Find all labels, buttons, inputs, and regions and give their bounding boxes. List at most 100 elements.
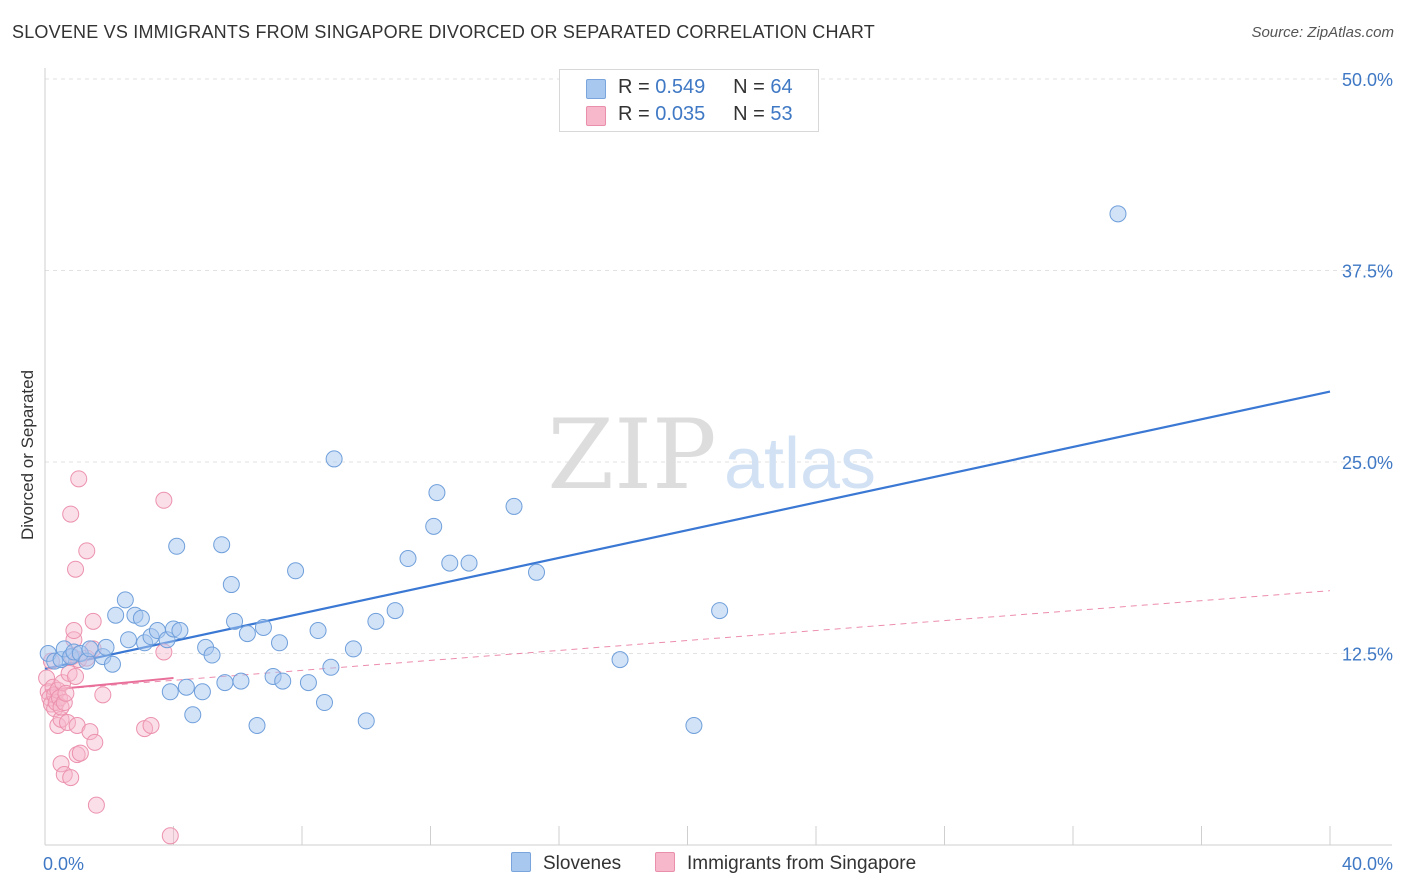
bottom-legend-slovenes: Slovenes (511, 852, 621, 875)
y-tick-label: 37.5% (1342, 262, 1393, 282)
points-slovenes (39, 205, 1127, 735)
data-point-slovenes (222, 576, 240, 594)
data-point-slovenes (528, 563, 546, 581)
data-point-singapore (62, 505, 80, 523)
trend-line-singapore-extended (44, 590, 1331, 691)
data-point-slovenes (344, 640, 362, 658)
data-point-slovenes (711, 602, 729, 620)
data-point-singapore (78, 542, 96, 560)
data-point-singapore (84, 612, 102, 630)
data-point-slovenes (322, 658, 340, 676)
data-point-slovenes (248, 717, 266, 735)
legend-n-label: N = (733, 76, 765, 98)
data-point-slovenes (367, 612, 385, 630)
data-point-slovenes (132, 609, 150, 627)
legend-swatch-slovenes (586, 79, 606, 99)
legend-r-value-slovenes: 0.549 (655, 76, 706, 98)
watermark: ZIP atlas (547, 399, 876, 511)
bottom-legend-singapore: Immigrants from Singapore (655, 852, 916, 875)
legend-r-label: R = (618, 103, 650, 125)
data-point-slovenes (213, 536, 231, 554)
data-point-singapore (65, 622, 83, 640)
data-point-slovenes (103, 655, 121, 673)
data-point-slovenes (116, 591, 134, 609)
data-point-singapore (38, 669, 56, 687)
data-point-slovenes (425, 517, 443, 535)
data-point-slovenes (171, 622, 189, 640)
data-point-slovenes (193, 683, 211, 701)
data-point-singapore (70, 470, 88, 488)
data-point-slovenes (168, 537, 186, 555)
data-point-slovenes (1109, 205, 1127, 223)
data-point-slovenes (97, 638, 115, 656)
data-point-slovenes (120, 631, 138, 649)
data-point-singapore (155, 491, 173, 509)
data-point-slovenes (428, 484, 446, 502)
bottom-legend-label-singapore: Immigrants from Singapore (687, 853, 917, 874)
chart-title: SLOVENE VS IMMIGRANTS FROM SINGAPORE DIV… (12, 22, 875, 42)
data-point-singapore (62, 769, 80, 787)
data-point-slovenes (254, 618, 272, 636)
data-point-singapore (86, 733, 104, 751)
data-point-singapore (142, 717, 160, 735)
data-point-singapore (46, 700, 64, 718)
data-point-slovenes (274, 672, 292, 690)
data-point-slovenes (203, 646, 221, 664)
data-point-singapore (71, 744, 89, 762)
data-point-singapore (81, 723, 99, 741)
data-point-slovenes (271, 634, 289, 652)
x-tick-label-min: 0.0% (43, 854, 84, 874)
data-point-singapore (67, 667, 85, 685)
axis-layer (44, 68, 1392, 846)
y-tick-label: 12.5% (1342, 645, 1393, 665)
data-point-slovenes (238, 625, 256, 643)
legend-n-value-slovenes: 64 (770, 76, 793, 98)
grid-layer (45, 78, 1392, 654)
data-point-slovenes (386, 602, 404, 620)
data-point-singapore (58, 713, 76, 731)
trend-line-singapore (44, 677, 174, 692)
data-point-slovenes (441, 554, 459, 572)
bottom-legend-swatch-slovenes (511, 852, 531, 872)
data-point-slovenes (232, 672, 250, 690)
y-axis-label: Divorced or Separated (18, 369, 37, 541)
data-point-slovenes (325, 450, 343, 468)
data-point-slovenes (177, 678, 195, 696)
data-point-slovenes (460, 554, 478, 572)
data-point-slovenes (216, 674, 234, 692)
tick-labels: 12.5% 25.0% 37.5% 50.0% 0.0% 40.0% (43, 70, 1393, 874)
legend-r-value-singapore: 0.035 (655, 103, 706, 125)
data-point-singapore (57, 684, 75, 702)
y-tick-label: 50.0% (1342, 70, 1393, 90)
data-point-singapore (87, 796, 105, 814)
data-point-slovenes (505, 497, 523, 515)
data-point-singapore (161, 827, 179, 845)
chart-source: Source: ZipAtlas.com (1251, 24, 1394, 41)
data-point-slovenes (611, 651, 629, 669)
data-point-slovenes (309, 622, 327, 640)
legend-r-label: R = (618, 76, 650, 98)
data-point-slovenes (226, 612, 244, 630)
bottom-legend-swatch-singapore (655, 852, 675, 872)
stats-legend: R = 0.549 N = 64 R = 0.035 N = 53 (559, 69, 819, 132)
data-point-slovenes (399, 550, 417, 568)
data-point-slovenes (287, 562, 305, 580)
data-point-slovenes (184, 706, 202, 724)
bottom-legend-label-slovenes: Slovenes (543, 853, 622, 874)
data-point-slovenes (357, 712, 375, 730)
legend-n-value-singapore: 53 (770, 103, 793, 125)
data-point-slovenes (299, 674, 317, 692)
data-point-slovenes (107, 606, 125, 624)
x-tick-label-max: 40.0% (1342, 854, 1393, 874)
y-tick-label: 25.0% (1342, 453, 1393, 473)
data-point-singapore (94, 686, 112, 704)
legend-swatch-singapore (586, 106, 606, 126)
watermark-atlas: atlas (724, 424, 876, 504)
watermark-zip: ZIP (547, 399, 716, 511)
data-point-singapore (52, 755, 70, 773)
legend-n-label: N = (733, 103, 765, 125)
data-point-slovenes (315, 694, 333, 712)
data-point-slovenes (161, 683, 179, 701)
data-point-slovenes (685, 717, 703, 735)
